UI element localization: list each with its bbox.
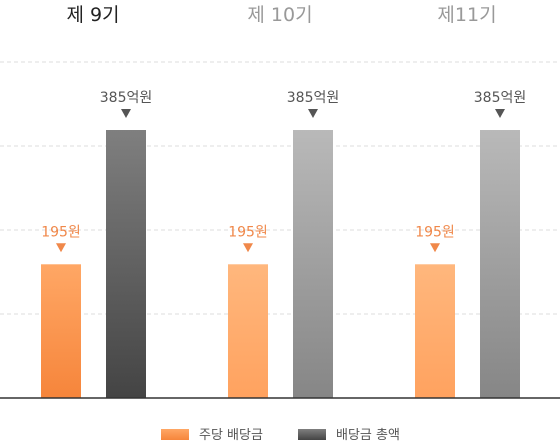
period-titles: 제 9기 제 10기 제11기 bbox=[66, 4, 496, 26]
marker-total-dividend bbox=[308, 109, 318, 118]
bar-total-dividend bbox=[480, 130, 520, 398]
legend-swatch-total-dividend bbox=[298, 429, 326, 440]
bar-total-dividend bbox=[106, 130, 146, 398]
value-label-total-dividend: 385억원 bbox=[287, 90, 339, 106]
marker-dividend-per-share bbox=[430, 243, 440, 253]
period-title: 제 9기 bbox=[66, 4, 119, 26]
marker-dividend-per-share bbox=[56, 243, 66, 253]
marker-total-dividend bbox=[121, 109, 131, 118]
value-label-dividend-per-share: 195원 bbox=[228, 224, 268, 240]
value-label-dividend-per-share: 195원 bbox=[41, 224, 81, 240]
marker-dividend-per-share bbox=[243, 243, 253, 253]
value-labels: 195원 385억원 195원 385억원 195원 385억원 bbox=[41, 90, 526, 253]
legend: 주당 배당금 배당금 총액 bbox=[161, 428, 400, 443]
bar-dividend-per-share bbox=[228, 264, 268, 398]
legend-label-total-dividend: 배당금 총액 bbox=[336, 428, 400, 443]
bar-total-dividend bbox=[293, 130, 333, 398]
value-label-total-dividend: 385억원 bbox=[474, 90, 526, 106]
bar-dividend-per-share bbox=[41, 264, 81, 398]
value-label-total-dividend: 385억원 bbox=[100, 90, 152, 106]
value-label-dividend-per-share: 195원 bbox=[415, 224, 455, 240]
bars bbox=[41, 130, 520, 398]
grid-lines bbox=[0, 61, 560, 315]
period-title: 제 10기 bbox=[247, 4, 312, 26]
legend-swatch-dividend-per-share bbox=[161, 429, 189, 440]
bar-dividend-per-share bbox=[415, 264, 455, 398]
legend-label-dividend-per-share: 주당 배당금 bbox=[199, 428, 263, 443]
marker-total-dividend bbox=[495, 109, 505, 118]
period-title: 제11기 bbox=[437, 4, 496, 26]
